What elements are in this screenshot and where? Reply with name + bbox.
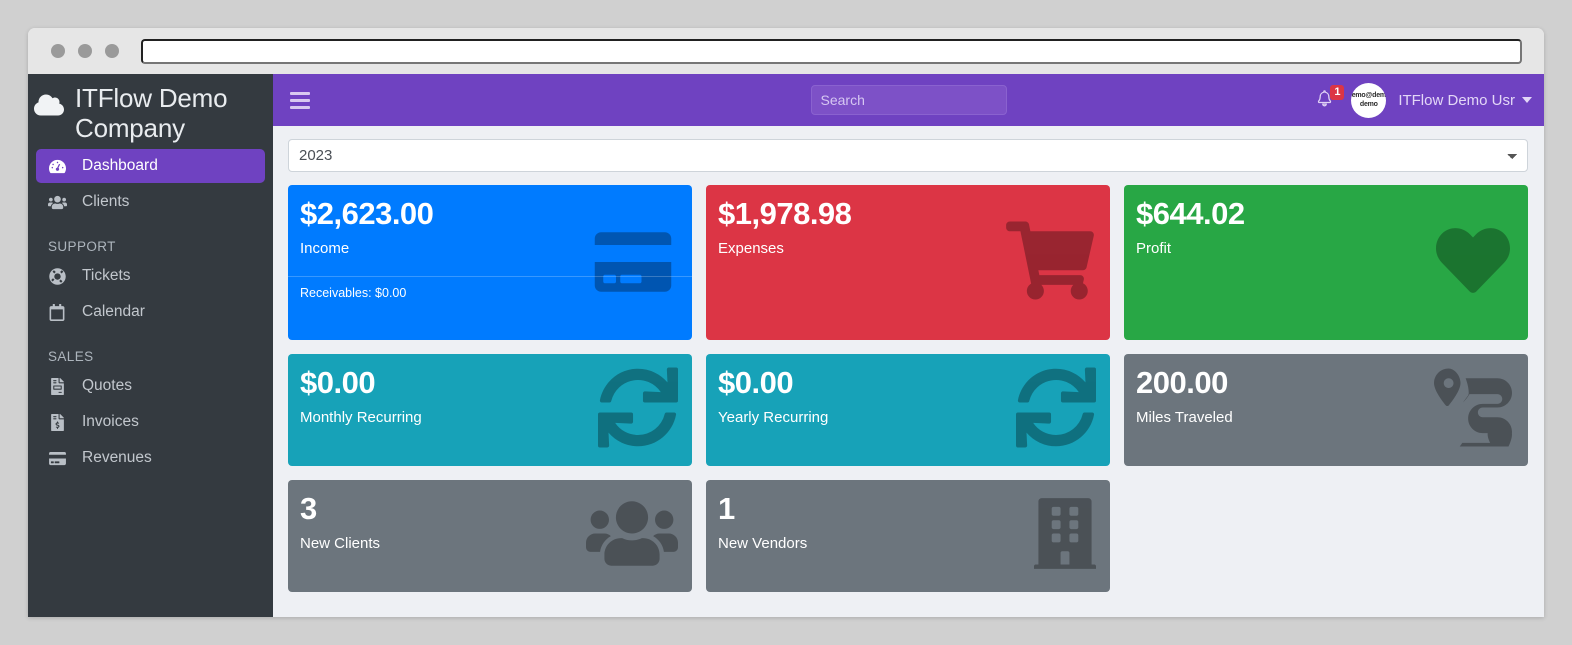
topbar: 1 demo@demo demo ITFlow Demo Usr (273, 74, 1544, 126)
sidebar-item-calendar[interactable]: Calendar (36, 295, 265, 329)
card-label: Profit (1136, 240, 1172, 258)
hamburger-icon[interactable] (287, 87, 313, 113)
sidebar-item-label: Clients (82, 193, 130, 211)
card-label: Income (300, 240, 350, 258)
route-icon (1432, 368, 1514, 458)
cloud-icon (32, 84, 66, 122)
sidebar-item-label: Dashboard (82, 157, 158, 175)
card-new-vendors[interactable]: 1 New Vendors (706, 480, 1110, 592)
kpi-row-2: $0.00 Monthly Recurring $0.00 Yearly (288, 354, 1528, 466)
file-invoice-icon (46, 377, 68, 395)
sidebar-section-support: SUPPORT (48, 239, 116, 255)
life-ring-icon (46, 268, 68, 285)
card-label: Yearly Recurring (718, 409, 829, 427)
topbar-right: 1 demo@demo demo ITFlow Demo Usr (1316, 82, 1532, 118)
sidebar-nav: Dashboard Clients SUPPORT (28, 149, 273, 475)
browser-window: ITFlow Demo Company Dashboard (28, 28, 1544, 617)
tachometer-icon (46, 158, 68, 175)
card-footer: Receivables: $0.00 (288, 276, 692, 310)
card-income[interactable]: $2,623.00 Income Receivables: $0.00 (288, 185, 692, 340)
sync-icon (598, 367, 678, 453)
sidebar-item-clients[interactable]: Clients (36, 185, 265, 219)
main-area: 1 demo@demo demo ITFlow Demo Usr 2023 (273, 74, 1544, 617)
card-label: Monthly Recurring (300, 409, 422, 427)
sidebar-item-label: Quotes (82, 377, 132, 395)
kpi-row-1: $2,623.00 Income Receivables: $0.00 $1 (288, 185, 1528, 340)
users-icon (586, 496, 678, 577)
card-expenses[interactable]: $1,978.98 Expenses (706, 185, 1110, 340)
card-value: $2,623.00 (300, 196, 434, 231)
card-label: Expenses (718, 240, 784, 258)
sync-icon (1016, 367, 1096, 453)
kpi-row-3: 3 New Clients 1 New Vendors (288, 480, 1528, 592)
minimize-window-dot[interactable] (78, 44, 92, 58)
file-invoice-dollar-icon (46, 413, 68, 431)
notification-badge: 1 (1330, 85, 1345, 100)
brand[interactable]: ITFlow Demo Company (28, 74, 273, 149)
sidebar-section-sales: SALES (48, 349, 94, 365)
maximize-window-dot[interactable] (105, 44, 119, 58)
search-box (810, 85, 1007, 115)
avatar-line-1: demo@demo (1351, 92, 1386, 99)
caret-down-icon (1522, 97, 1532, 103)
avatar[interactable]: demo@demo demo (1351, 82, 1387, 118)
credit-card-icon (588, 228, 678, 301)
close-window-dot[interactable] (51, 44, 65, 58)
card-profit[interactable]: $644.02 Profit (1124, 185, 1528, 340)
card-monthly-recurring[interactable]: $0.00 Monthly Recurring (288, 354, 692, 466)
search-input[interactable] (811, 86, 1006, 114)
credit-card-icon (46, 451, 68, 466)
user-menu[interactable]: ITFlow Demo Usr (1398, 92, 1532, 109)
card-label: New Clients (300, 535, 381, 553)
window-controls (51, 44, 119, 58)
sidebar-item-revenues[interactable]: Revenues (36, 441, 265, 475)
year-filter-select[interactable]: 2023 (288, 139, 1528, 172)
card-value: 200.00 (1136, 365, 1228, 400)
user-menu-label: ITFlow Demo Usr (1398, 91, 1515, 109)
sidebar-item-quotes[interactable]: Quotes (36, 369, 265, 403)
users-icon (46, 194, 68, 211)
notifications-button[interactable]: 1 (1316, 85, 1345, 112)
card-miles-traveled[interactable]: 200.00 Miles Traveled (1124, 354, 1528, 466)
avatar-line-2: demo (1359, 101, 1378, 108)
sidebar-item-tickets[interactable]: Tickets (36, 259, 265, 293)
card-value: 3 (300, 491, 317, 526)
card-yearly-recurring[interactable]: $0.00 Yearly Recurring (706, 354, 1110, 466)
card-value: $644.02 (1136, 196, 1245, 231)
sidebar-item-dashboard[interactable]: Dashboard (36, 149, 265, 184)
dashboard-content: 2023 $2,623.00 Income (273, 126, 1544, 617)
sidebar: ITFlow Demo Company Dashboard (28, 74, 273, 617)
card-label: New Vendors (718, 535, 808, 553)
card-value: $1,978.98 (718, 196, 852, 231)
shopping-cart-icon (1004, 221, 1096, 304)
card-value: 1 (718, 491, 735, 526)
card-value: $0.00 (300, 365, 376, 400)
card-value: $0.00 (718, 365, 794, 400)
brand-title: ITFlow Demo Company (75, 83, 228, 143)
sidebar-item-label: Invoices (82, 413, 139, 431)
sidebar-item-label: Revenues (82, 449, 152, 467)
address-bar[interactable] (141, 38, 1522, 64)
heart-icon (1432, 223, 1514, 302)
sidebar-item-label: Calendar (82, 303, 145, 321)
building-icon (1034, 495, 1096, 578)
app-viewport: ITFlow Demo Company Dashboard (28, 74, 1544, 617)
card-new-clients[interactable]: 3 New Clients (288, 480, 692, 592)
browser-chrome-bar (28, 28, 1544, 74)
sidebar-item-label: Tickets (82, 267, 131, 285)
bell-icon (1316, 88, 1333, 112)
card-label: Miles Traveled (1136, 409, 1233, 427)
calendar-icon (46, 303, 68, 321)
sidebar-item-invoices[interactable]: Invoices (36, 405, 265, 439)
